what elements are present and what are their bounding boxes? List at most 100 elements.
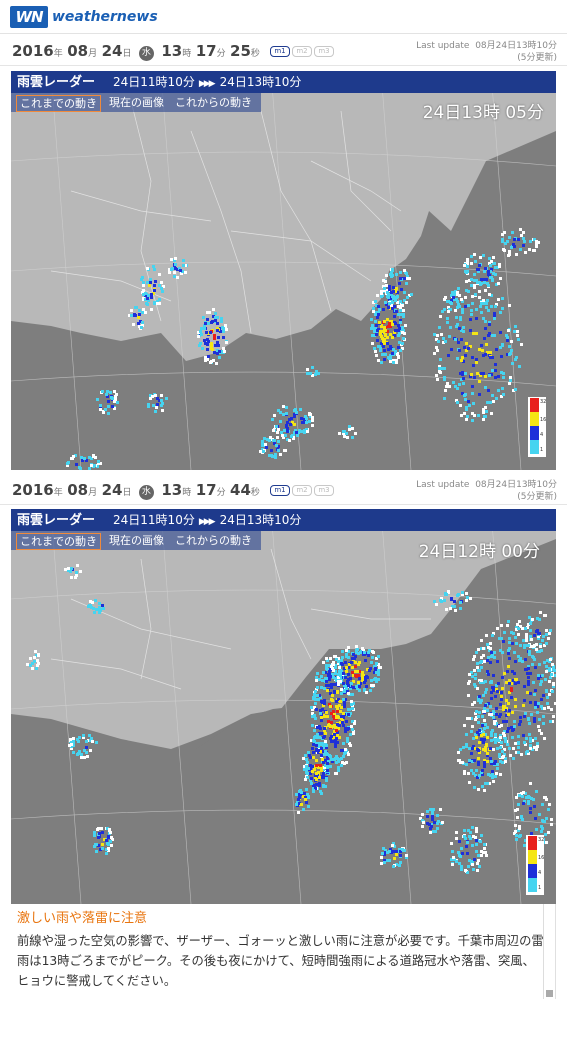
tab-future-movement[interactable]: これからの動き <box>175 96 252 109</box>
rain-echo-cell <box>330 683 333 686</box>
rain-echo-cell <box>523 715 526 718</box>
brand-name[interactable]: weathernews <box>52 9 158 25</box>
scrollbar-thumb[interactable] <box>546 990 553 997</box>
rain-echo-cell <box>81 459 84 462</box>
day: 24 <box>101 42 123 60</box>
rain-echo-cell <box>502 640 505 643</box>
rain-echo-cell <box>470 373 473 376</box>
rain-echo-cell <box>508 679 511 682</box>
rain-echo-cell <box>64 568 67 571</box>
rain-echo-cell <box>101 390 104 393</box>
rain-echo-cell <box>207 322 210 325</box>
mode-button-m3[interactable]: m3 <box>314 46 334 57</box>
rain-echo-cell <box>543 737 546 740</box>
mode-button-m1[interactable]: m1 <box>270 485 290 496</box>
mode-button-m1[interactable]: m1 <box>270 46 290 57</box>
rain-echo-cell <box>299 408 302 411</box>
rain-echo-cell <box>69 738 72 741</box>
rain-echo-cell <box>80 756 83 759</box>
rain-echo-cell <box>334 743 337 746</box>
rain-echo-cell <box>386 330 389 333</box>
rain-echo-cell <box>222 336 225 339</box>
mode-button-m2[interactable]: m2 <box>292 485 312 496</box>
rain-echo-cell <box>510 689 513 692</box>
mode-button-m2[interactable]: m2 <box>292 46 312 57</box>
rain-echo-cell <box>483 765 486 768</box>
rain-echo-cell <box>457 851 460 854</box>
rain-echo-cell <box>319 712 322 715</box>
rain-echo-cell <box>392 865 395 868</box>
rain-echo-cell <box>115 393 118 396</box>
rain-echo-cell <box>204 342 207 345</box>
rain-echo-cell <box>473 253 476 256</box>
rain-echo-cell <box>473 701 476 704</box>
rain-echo-cell <box>490 739 493 742</box>
rain-echo-cell <box>501 233 504 236</box>
rain-echo-cell <box>551 690 554 693</box>
rain-echo-cell <box>501 240 504 243</box>
rain-echo-cell <box>526 750 529 753</box>
rain-echo-cell <box>396 353 399 356</box>
rain-echo-cell <box>208 311 211 314</box>
rain-echo-cell <box>477 648 480 651</box>
rain-echo-cell <box>524 792 527 795</box>
rain-echo-cell <box>477 414 480 417</box>
rain-echo-cell <box>322 761 325 764</box>
rain-echo-cell <box>421 813 424 816</box>
radar-map[interactable] <box>11 71 556 470</box>
rain-echo-cell <box>527 800 530 803</box>
rain-echo-cell <box>497 375 500 378</box>
rain-echo-cell <box>481 715 484 718</box>
rain-echo-cell <box>210 345 213 348</box>
rain-echo-cell <box>351 436 354 439</box>
rain-echo-cell <box>525 639 528 642</box>
rain-echo-cell <box>375 680 378 683</box>
rain-echo-cell <box>381 353 384 356</box>
rain-echo-cell <box>355 651 358 654</box>
rain-echo-cell <box>461 371 464 374</box>
rain-echo-cell <box>322 671 325 674</box>
rain-echo-cell <box>489 757 492 760</box>
rain-echo-cell <box>132 323 135 326</box>
radar-map[interactable] <box>11 509 556 904</box>
rain-echo-cell <box>478 774 481 777</box>
tab-current-image[interactable]: 現在の画像 <box>109 96 164 109</box>
rain-echo-cell <box>347 684 350 687</box>
rain-echo-cell <box>332 715 335 718</box>
rain-echo-cell <box>459 404 462 407</box>
rain-echo-cell <box>513 832 516 835</box>
rain-echo-cell <box>347 713 350 716</box>
rain-echo-cell <box>216 322 219 325</box>
tab-future-movement[interactable]: これからの動き <box>175 534 252 547</box>
rain-echo-cell <box>499 331 502 334</box>
rain-echo-cell <box>90 464 93 467</box>
rain-echo-cell <box>538 718 541 721</box>
rain-echo-cell <box>441 310 444 313</box>
rain-echo-cell <box>315 783 318 786</box>
rain-echo-cell <box>149 278 152 281</box>
weathernews-logo[interactable]: WN <box>10 6 48 28</box>
rain-echo-cell <box>484 749 487 752</box>
notice-scrollbar[interactable] <box>543 904 555 999</box>
tab-past-movement[interactable]: これまでの動き <box>16 533 101 550</box>
rain-echo-cell <box>76 738 79 741</box>
latitude-line <box>11 151 556 167</box>
rain-echo-cell <box>436 378 439 381</box>
rain-echo-cell <box>325 746 328 749</box>
tab-past-movement[interactable]: これまでの動き <box>16 95 101 112</box>
rain-echo-cell <box>217 336 220 339</box>
rain-echo-cell <box>485 744 488 747</box>
rain-echo-cell <box>214 316 217 319</box>
rain-echo-cell <box>93 464 96 467</box>
rain-echo-cell <box>275 444 278 447</box>
mode-button-m3[interactable]: m3 <box>314 485 334 496</box>
rain-echo-cell <box>213 337 216 340</box>
rain-echo-cell <box>535 643 538 646</box>
rain-echo-cell <box>382 308 385 311</box>
rain-echo-cell <box>342 749 345 752</box>
rain-echo-cell <box>82 734 85 737</box>
rain-echo-cell <box>144 294 147 297</box>
rain-echo-cell <box>370 327 373 330</box>
rain-echo-cell <box>352 732 355 735</box>
tab-current-image[interactable]: 現在の画像 <box>109 534 164 547</box>
